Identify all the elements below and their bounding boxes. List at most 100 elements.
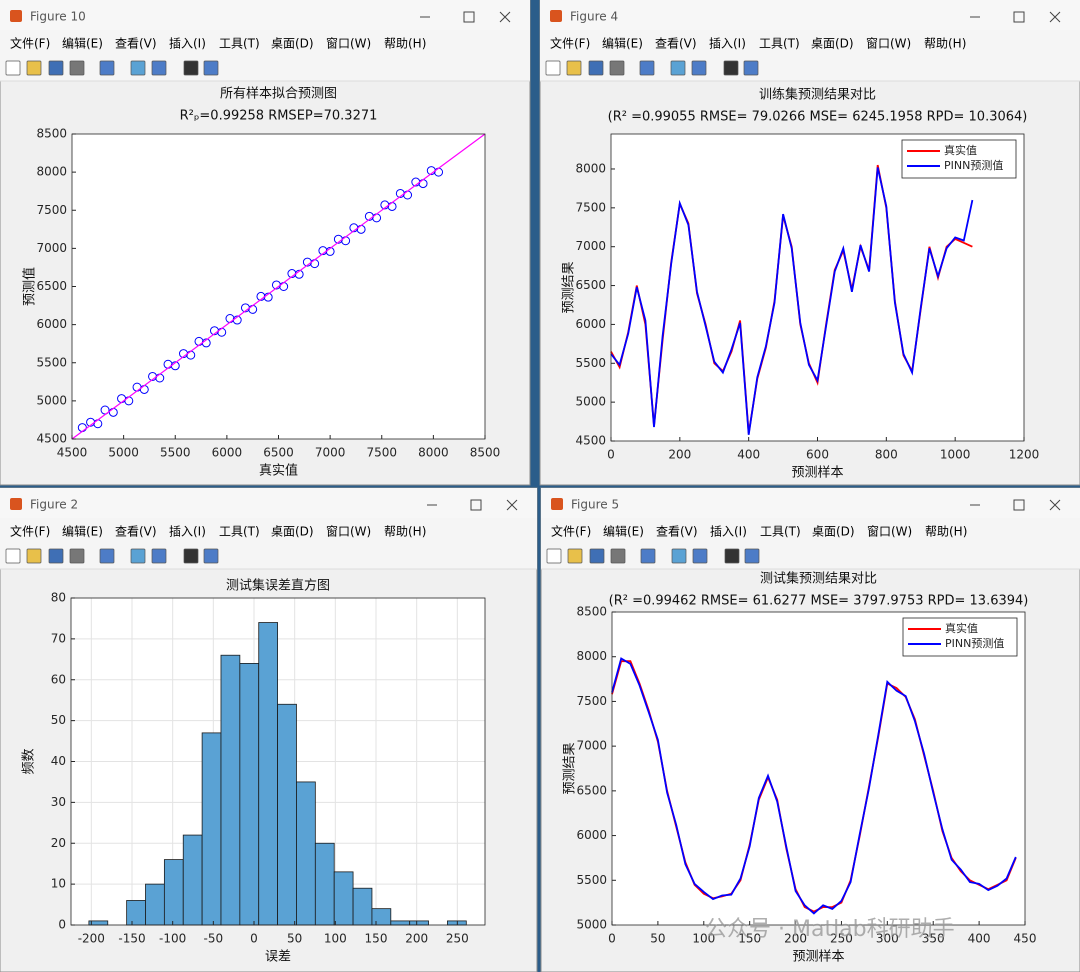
menu-item[interactable]: 查看(V) [115, 37, 157, 51]
toolbar-button[interactable] [183, 548, 199, 564]
y-tick-label: 7000 [36, 241, 67, 255]
toolbar-button[interactable] [151, 548, 167, 564]
y-axis-label: 预测结果 [562, 261, 577, 313]
x-tick-label: 1000 [940, 448, 971, 462]
plot-area [71, 597, 485, 926]
toolbar-button[interactable] [546, 548, 562, 564]
toolbar-button[interactable] [566, 60, 582, 76]
toolbar-button[interactable] [183, 60, 199, 76]
histogram-bar [220, 654, 241, 926]
menu-item[interactable]: 桌面(D) [271, 37, 314, 51]
x-tick-label: 250 [830, 932, 853, 946]
menu-item[interactable]: 文件(F) [551, 524, 591, 539]
maximize-button[interactable] [1013, 499, 1025, 511]
histogram-bar [277, 703, 297, 926]
toolbar-button[interactable] [203, 60, 219, 76]
toolbar-button[interactable] [589, 548, 605, 564]
menu-item[interactable]: 插入(I) [169, 37, 206, 51]
menu-item[interactable]: 编辑(E) [62, 524, 103, 539]
toolbar-button[interactable] [567, 548, 583, 564]
toolbar-button[interactable] [588, 60, 604, 76]
toolbar-button[interactable] [99, 60, 115, 76]
menu-item[interactable]: 插入(I) [710, 525, 747, 539]
menu-item[interactable]: 帮助(H) [384, 37, 426, 51]
toolbar-button[interactable] [640, 548, 656, 564]
menu-item[interactable]: 工具(T) [760, 525, 801, 539]
close-button[interactable] [1049, 499, 1061, 511]
y-axis-label: 频数 [22, 748, 37, 774]
toolbar-button[interactable] [743, 60, 759, 76]
toolbar-button[interactable] [99, 548, 115, 564]
menu-item[interactable]: 文件(F) [10, 524, 50, 539]
histogram-bar [145, 883, 165, 926]
y-tick-label: 5500 [575, 356, 606, 370]
legend-label: 真实值 [945, 621, 978, 635]
toolbar-button[interactable] [545, 60, 561, 76]
menu-item[interactable]: 编辑(E) [602, 36, 643, 51]
toolbar-button[interactable] [670, 60, 686, 76]
toolbar-button[interactable] [203, 548, 219, 564]
toolbar-button[interactable] [692, 548, 708, 564]
y-tick-label: 4500 [36, 432, 67, 446]
menu-item[interactable]: 工具(T) [219, 525, 260, 539]
toolbar-button[interactable] [26, 60, 42, 76]
close-button[interactable] [506, 499, 518, 511]
toolbar-button[interactable] [69, 548, 85, 564]
menu-item[interactable]: 窗口(W) [326, 525, 371, 539]
toolbar-button[interactable] [609, 60, 625, 76]
menu-item[interactable]: 查看(V) [115, 525, 157, 539]
toolbar-button[interactable] [151, 60, 167, 76]
menu-item[interactable]: 文件(F) [10, 36, 50, 51]
close-button[interactable] [1049, 11, 1061, 23]
toolbar-button[interactable] [48, 60, 64, 76]
x-axis-label: 真实值 [259, 463, 298, 479]
series-line [610, 167, 974, 435]
y-tick-label: 6000 [36, 317, 67, 331]
menu-item[interactable]: 查看(V) [656, 525, 698, 539]
menu-item[interactable]: 窗口(W) [867, 525, 912, 539]
toolbar-button[interactable] [5, 60, 21, 76]
axes [611, 134, 1024, 441]
toolbar-button[interactable] [48, 548, 64, 564]
menu-item[interactable]: 编辑(E) [603, 524, 644, 539]
chart-title: 测试集误差直方图 [226, 578, 330, 594]
histogram-bar [371, 908, 392, 926]
menu-item[interactable]: 桌面(D) [271, 525, 314, 539]
menu-item[interactable]: 编辑(E) [62, 36, 103, 51]
toolbar-button[interactable] [723, 60, 739, 76]
menu-item[interactable]: 插入(I) [169, 525, 206, 539]
toolbar-button[interactable] [130, 60, 146, 76]
menu-item[interactable]: 帮助(H) [384, 525, 426, 539]
toolbar-button[interactable] [691, 60, 707, 76]
y-tick-label: 8000 [576, 649, 607, 663]
axes [612, 612, 1025, 925]
menu-item[interactable]: 桌面(D) [811, 37, 854, 51]
toolbar-button[interactable] [724, 548, 740, 564]
toolbar-button[interactable] [671, 548, 687, 564]
menu-item[interactable]: 帮助(H) [924, 37, 966, 51]
toolbar-button[interactable] [5, 548, 21, 564]
toolbar-button[interactable] [69, 60, 85, 76]
x-tick-label: 250 [446, 932, 469, 946]
maximize-button[interactable] [470, 499, 482, 511]
toolbar-button[interactable] [639, 60, 655, 76]
menu-item[interactable]: 窗口(W) [326, 37, 371, 51]
maximize-button[interactable] [463, 11, 475, 23]
close-button[interactable] [499, 11, 511, 23]
toolbar-button[interactable] [26, 548, 42, 564]
legend-label: 真实值 [944, 143, 977, 157]
figure-window: Figure 5 文件(F) 编辑(E) 查看(V) 插入(I) 工具(T) 桌面(D) 窗口… [540, 487, 1080, 972]
menu-item[interactable]: 查看(V) [655, 37, 697, 51]
maximize-button[interactable] [1013, 11, 1025, 23]
toolbar-button[interactable] [744, 548, 760, 564]
menu-item[interactable]: 工具(T) [219, 37, 260, 51]
toolbar-button[interactable] [610, 548, 626, 564]
menu-item[interactable]: 窗口(W) [866, 37, 911, 51]
menu-item[interactable]: 工具(T) [759, 37, 800, 51]
menu-item[interactable]: 帮助(H) [925, 525, 967, 539]
menu-item[interactable]: 插入(I) [709, 37, 746, 51]
histogram-bar [390, 920, 411, 926]
menu-item[interactable]: 桌面(D) [812, 525, 855, 539]
toolbar-button[interactable] [130, 548, 146, 564]
menu-item[interactable]: 文件(F) [550, 36, 590, 51]
